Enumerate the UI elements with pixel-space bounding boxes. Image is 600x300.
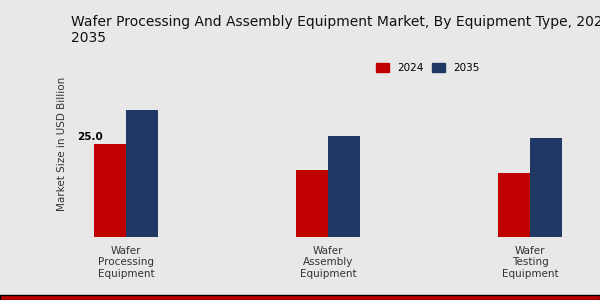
- Y-axis label: Market Size in USD Billion: Market Size in USD Billion: [57, 76, 67, 211]
- Bar: [296, 170, 328, 237]
- Text: 25.0: 25.0: [77, 132, 103, 142]
- Bar: [530, 138, 562, 237]
- Bar: [328, 136, 360, 237]
- Legend: 2024, 2035: 2024, 2035: [374, 61, 481, 76]
- Text: Wafer Processing And Assembly Equipment Market, By Equipment Type, 2024-
2035: Wafer Processing And Assembly Equipment …: [71, 15, 600, 45]
- Bar: [499, 173, 530, 237]
- Bar: [94, 144, 126, 237]
- Bar: [126, 110, 158, 237]
